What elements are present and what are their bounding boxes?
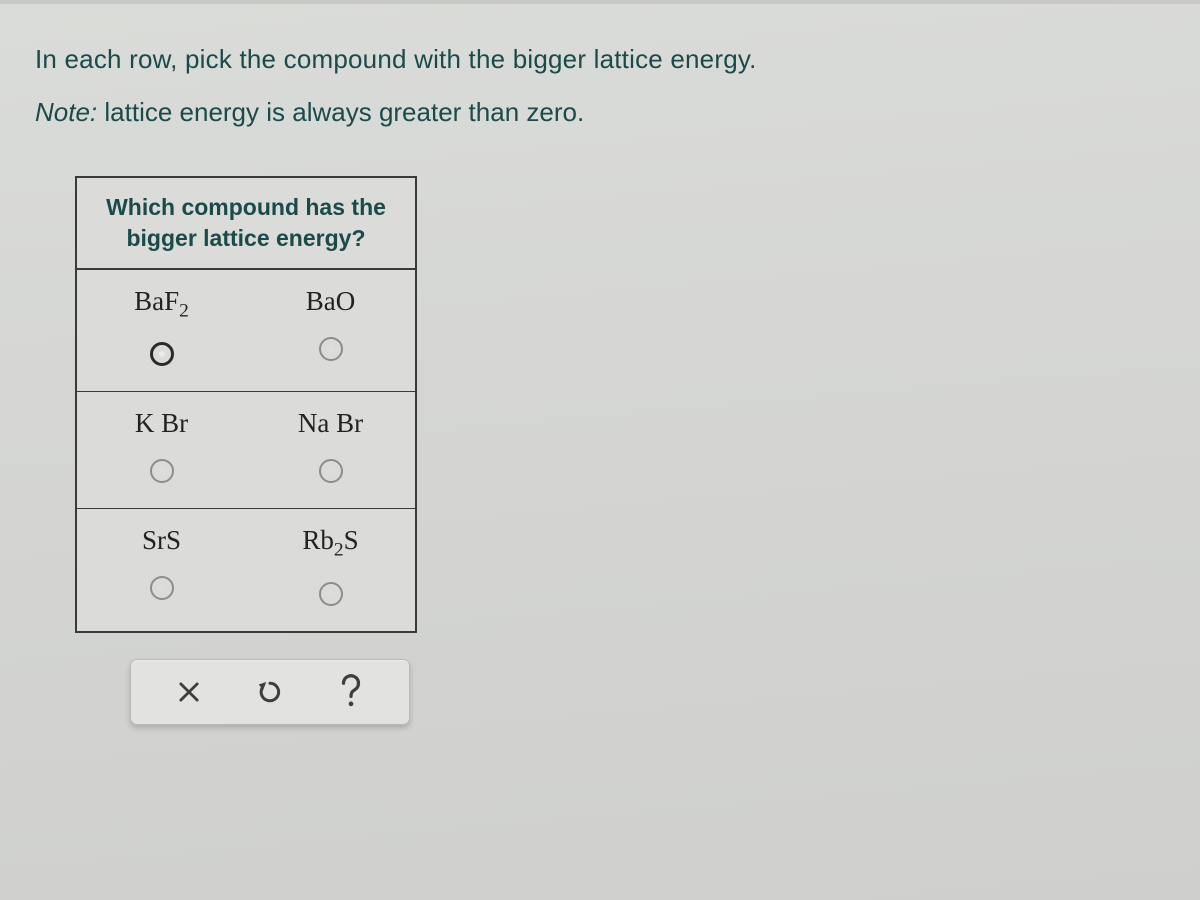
radio-option[interactable] xyxy=(150,459,174,483)
radio-option[interactable] xyxy=(150,342,174,366)
note-label: Note: xyxy=(35,97,97,127)
radio-option[interactable] xyxy=(150,576,174,600)
radio-option[interactable] xyxy=(319,459,343,483)
help-icon xyxy=(336,672,366,712)
instruction-text: In each row, pick the compound with the … xyxy=(35,44,1165,75)
close-icon xyxy=(175,678,203,706)
option-cell: SrS xyxy=(76,509,246,632)
compound-formula: K Br xyxy=(135,408,188,439)
compound-formula: Na Br xyxy=(298,408,363,439)
compound-formula: SrS xyxy=(142,525,181,556)
undo-icon xyxy=(255,677,285,707)
clear-button[interactable] xyxy=(165,668,213,716)
option-cell: BaO xyxy=(246,269,416,392)
option-cell: Rb2S xyxy=(246,509,416,632)
compound-formula: BaO xyxy=(306,286,356,317)
table-header-line2: bigger lattice energy? xyxy=(126,225,365,251)
option-cell: K Br xyxy=(76,392,246,509)
table-row: BaF2 BaO xyxy=(76,269,416,392)
table-row: K Br Na Br xyxy=(76,392,416,509)
help-button[interactable] xyxy=(327,668,375,716)
question-page: In each row, pick the compound with the … xyxy=(0,0,1200,900)
option-cell: Na Br xyxy=(246,392,416,509)
lattice-energy-table: Which compound has the bigger lattice en… xyxy=(75,176,417,633)
compound-formula: BaF2 xyxy=(134,286,189,322)
undo-button[interactable] xyxy=(246,668,294,716)
answer-toolbar xyxy=(130,659,410,725)
note-text: lattice energy is always greater than ze… xyxy=(97,97,584,127)
table-header: Which compound has the bigger lattice en… xyxy=(76,177,416,269)
note-line: Note: lattice energy is always greater t… xyxy=(35,97,1165,128)
compound-formula: Rb2S xyxy=(302,525,358,561)
table-row: SrS Rb2S xyxy=(76,509,416,632)
table-header-line1: Which compound has the xyxy=(106,194,386,220)
option-cell: BaF2 xyxy=(76,269,246,392)
radio-option[interactable] xyxy=(319,582,343,606)
radio-option[interactable] xyxy=(319,337,343,361)
